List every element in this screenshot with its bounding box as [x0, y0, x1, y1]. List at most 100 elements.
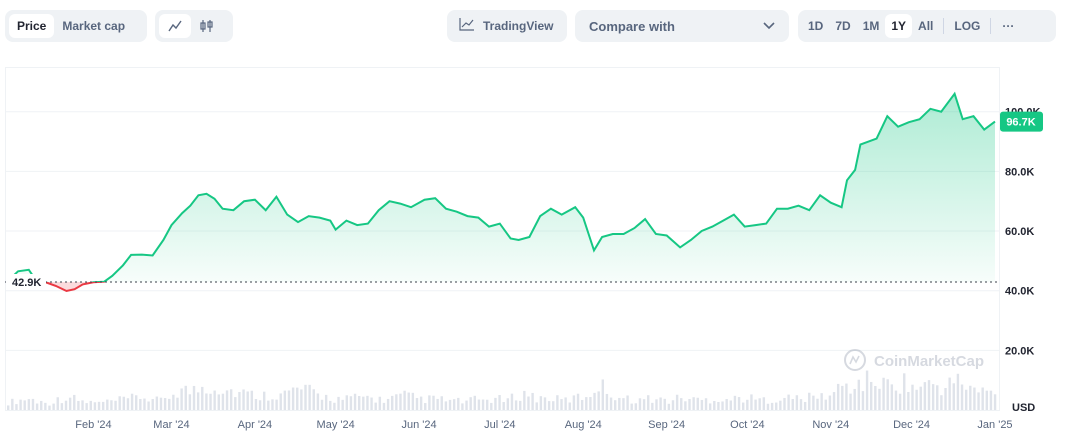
volume-bar	[196, 392, 200, 410]
volume-bar	[60, 403, 64, 410]
x-tick-label: Aug '24	[565, 419, 602, 431]
volume-bar	[775, 402, 778, 410]
volume-bar	[613, 400, 617, 410]
volume-bar	[440, 396, 443, 410]
volume-bar	[564, 397, 567, 410]
volume-bar	[519, 400, 522, 410]
volume-bar	[180, 388, 183, 410]
volume-bar	[461, 403, 464, 410]
volume-bar	[122, 396, 126, 410]
candlestick-icon[interactable]	[191, 14, 223, 38]
volume-bar	[221, 393, 225, 410]
volume-bar	[357, 396, 361, 410]
volume-bar	[118, 396, 121, 410]
current-price-tag: 96.7K	[1000, 111, 1043, 132]
volume-bar	[762, 397, 766, 410]
market-cap-tab[interactable]: Market cap	[62, 19, 126, 33]
baseline-tag: 42.9K	[6, 274, 46, 291]
volume-bar	[114, 400, 117, 410]
volume-bar	[531, 392, 534, 410]
volume-bar	[159, 397, 163, 410]
range-1y[interactable]: 1Y	[885, 14, 913, 38]
volume-bar	[597, 391, 600, 410]
volume-bar	[411, 392, 415, 410]
volume-bar	[469, 397, 472, 410]
current-price-tag-bg	[1000, 111, 1043, 132]
volume-bar	[700, 399, 704, 410]
volume-bar	[812, 395, 815, 410]
tradingview-button[interactable]: TradingView	[447, 10, 567, 42]
range-1d[interactable]: 1D	[808, 19, 824, 33]
volume-bar	[300, 389, 303, 410]
volume-bar	[172, 394, 175, 410]
x-tick-label: Jan '25	[977, 419, 1012, 431]
toolbar-divider	[990, 18, 992, 34]
baseline-label: 42.9K	[12, 277, 41, 289]
chart-frame	[5, 67, 1000, 411]
volume-bar	[754, 399, 757, 410]
range-1m[interactable]: 1M	[862, 19, 880, 33]
volume-bar	[647, 395, 650, 410]
volume-bar	[287, 390, 291, 410]
volume-bar	[936, 385, 939, 410]
volume-bar	[671, 400, 675, 410]
volume-bar	[448, 399, 452, 410]
volume-bar	[370, 397, 373, 410]
volume-bar	[337, 396, 340, 410]
volume-bar	[729, 400, 733, 410]
volume-bar	[882, 377, 885, 410]
volume-bar	[477, 399, 481, 410]
volume-bar	[395, 394, 398, 410]
volume-bar	[708, 403, 712, 410]
volume-bar	[766, 403, 770, 410]
volume-bar	[886, 379, 889, 410]
volume-bar	[696, 397, 699, 410]
volume-bar	[89, 400, 92, 410]
volume-bar	[382, 402, 386, 410]
volume-bar	[56, 397, 59, 410]
price-area-fill-below	[45, 282, 98, 291]
volume-bar	[927, 380, 931, 410]
volume-bar	[209, 393, 212, 410]
volume-bar	[7, 405, 10, 410]
volume-bar	[52, 403, 55, 410]
volume-bar	[254, 399, 258, 410]
volume-bar	[250, 390, 254, 410]
volume-bar	[419, 396, 423, 410]
volume-bar	[263, 391, 266, 410]
volume-bar	[399, 393, 402, 410]
volume-bar	[717, 402, 720, 410]
volume-bar	[903, 373, 906, 410]
volume-bar	[35, 403, 39, 410]
compare-label: Compare with	[589, 18, 675, 34]
compare-with-dropdown[interactable]: Compare with	[575, 10, 789, 42]
volume-bar	[345, 395, 348, 410]
volume-bar	[465, 400, 468, 410]
volume-bar	[64, 400, 68, 410]
log-scale-toggle[interactable]: LOG	[954, 19, 981, 33]
volume-bar	[229, 389, 233, 410]
volume-bar	[605, 393, 609, 410]
price-tab[interactable]: Price	[9, 14, 55, 38]
line-chart-icon[interactable]	[159, 14, 191, 38]
volume-bar	[151, 399, 154, 410]
volume-bar	[436, 398, 439, 410]
range-all[interactable]: All	[918, 19, 934, 33]
x-tick-label: Nov '24	[812, 419, 849, 431]
volume-bar	[391, 395, 394, 410]
more-options-button[interactable]: ···	[1002, 19, 1015, 33]
volume-bar	[911, 384, 914, 410]
volume-bar	[324, 394, 328, 410]
range-7d[interactable]: 7D	[835, 19, 851, 33]
x-tick-label: Mar '24	[153, 419, 189, 431]
volume-bar	[15, 404, 18, 410]
volume-bar	[770, 402, 774, 410]
volume-bar	[894, 390, 898, 410]
volume-bar	[444, 401, 448, 410]
volume-bar	[494, 397, 497, 410]
y-tick-label: 20.0K	[1005, 345, 1034, 357]
volume-bar	[861, 391, 865, 410]
volume-bar	[989, 390, 993, 410]
volume-bar	[85, 403, 88, 410]
